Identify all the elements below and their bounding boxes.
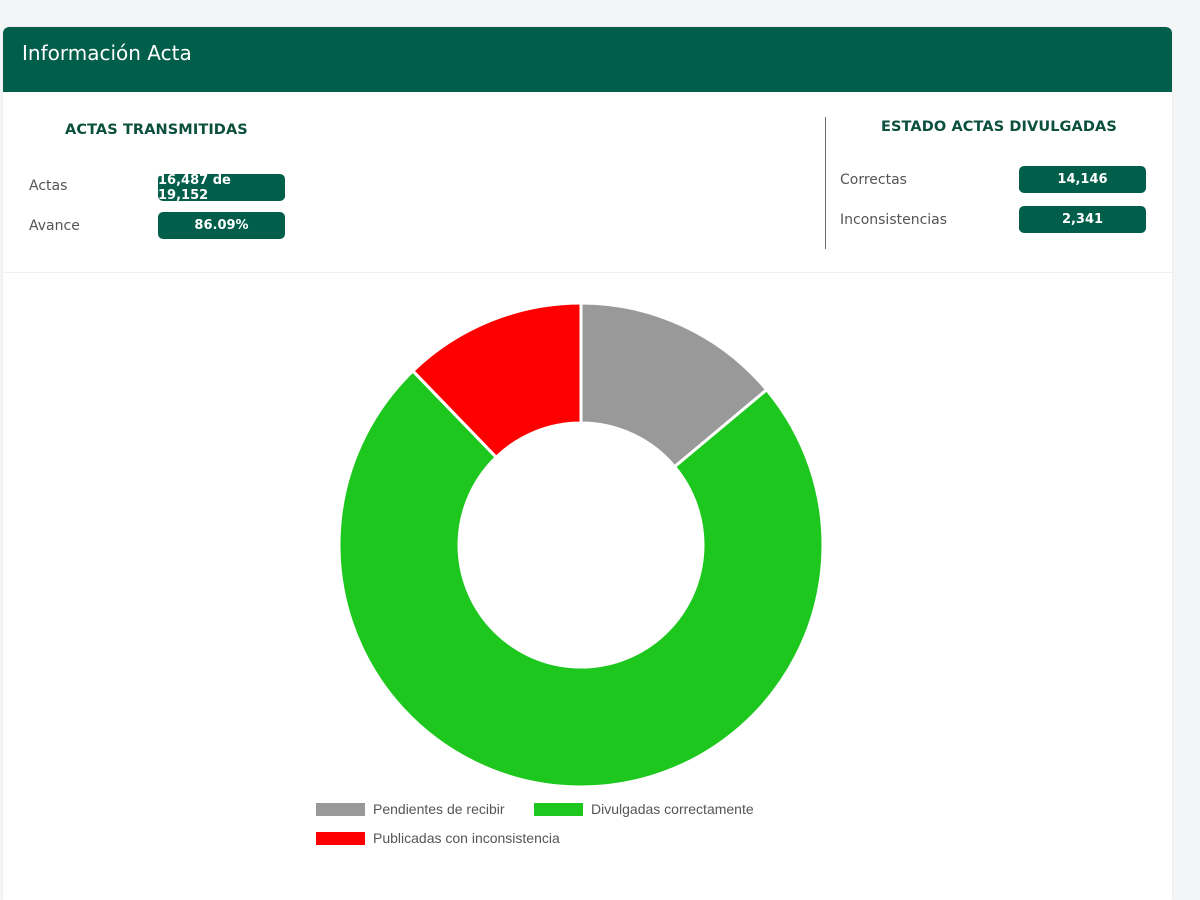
section-divider [825, 117, 826, 249]
legend-swatch-pendientes [316, 802, 365, 816]
actas-transmitidas-title: ACTAS TRANSMITIDAS [65, 122, 248, 138]
donut-slice-divulgadas[interactable] [337, 369, 825, 789]
panel-title: Información Acta [22, 41, 192, 65]
legend-item-inconsistencia[interactable]: Publicadas con inconsistencia [316, 830, 560, 846]
correctas-value-badge: 14,146 [1019, 166, 1146, 193]
actas-value-badge: 16,487 de 19,152 [158, 173, 285, 203]
inconsistencias-label: Inconsistencias [840, 212, 948, 228]
legend-label-pendientes: Pendientes de recibir [373, 801, 505, 817]
avance-value-badge: 86.09% [158, 212, 285, 239]
band-separator [3, 272, 1172, 273]
legend-item-pendientes[interactable]: Pendientes de recibir [316, 801, 505, 817]
estado-divulgadas-title: ESTADO ACTAS DIVULGADAS [881, 119, 1117, 135]
donut-slice-inconsistencia[interactable] [411, 301, 583, 459]
legend-swatch-inconsistencia [316, 831, 365, 845]
panel-header: Información Acta [3, 27, 1172, 92]
legend-swatch-divulgadas [534, 802, 583, 816]
legend-label-inconsistencia: Publicadas con inconsistencia [373, 830, 560, 846]
legend-label-divulgadas: Divulgadas correctamente [591, 801, 754, 817]
actas-label: Actas [29, 178, 68, 194]
inconsistencias-value-badge: 2,341 [1019, 206, 1146, 233]
legend-item-divulgadas[interactable]: Divulgadas correctamente [534, 801, 754, 817]
avance-label: Avance [29, 218, 80, 234]
correctas-label: Correctas [840, 172, 907, 188]
donut-slice-pendientes[interactable] [579, 301, 769, 469]
